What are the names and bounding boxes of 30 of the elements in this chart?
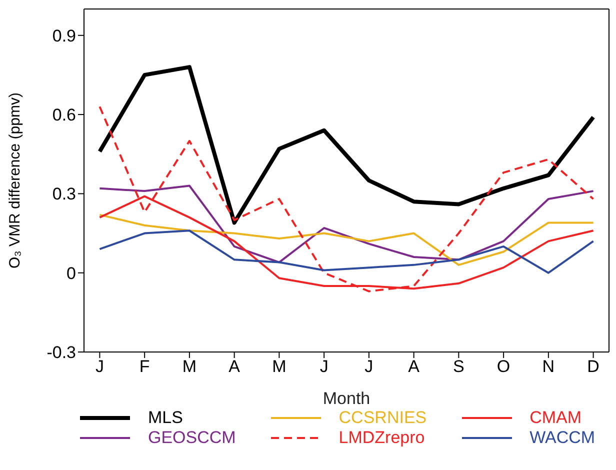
x-tick-label: S — [453, 357, 464, 376]
x-tick-label: F — [139, 357, 150, 376]
legend-label: MLS — [148, 408, 183, 428]
line-series — [98, 230, 594, 274]
x-tick-label: J — [320, 357, 328, 376]
y-axis-title: O₃ VMR difference (ppmv) — [6, 92, 24, 268]
y-tick-label: -0.3 — [46, 343, 76, 362]
y-tick-label: 0.9 — [52, 26, 76, 46]
x-tick-label: A — [408, 357, 420, 376]
line-series — [98, 65, 596, 225]
x-axis-title: Month — [322, 389, 370, 408]
legend-label: CMAM — [530, 408, 582, 428]
line-series — [98, 214, 594, 266]
x-tick-label: M — [182, 357, 197, 376]
x-tick-label: O — [496, 357, 510, 376]
legend-label: LMDZrepro — [338, 428, 425, 448]
line-series — [98, 106, 594, 292]
x-tick-label: J — [364, 357, 374, 376]
legend-label: CCSRNIES — [338, 408, 427, 428]
y-tick-label: 0.3 — [52, 184, 76, 204]
x-tick-label: D — [587, 357, 600, 376]
line-series — [98, 184, 594, 264]
y-tick-label: 0 — [66, 264, 76, 283]
x-tick-label: M — [272, 357, 286, 376]
x-tick-label: J — [95, 357, 104, 376]
legend-label: GEOSCCM — [148, 428, 236, 448]
x-tick-label: N — [542, 357, 555, 376]
x-tick-label: A — [228, 357, 241, 376]
legend-label: WACCM — [530, 428, 596, 448]
y-tick-label: 0.6 — [52, 106, 76, 125]
